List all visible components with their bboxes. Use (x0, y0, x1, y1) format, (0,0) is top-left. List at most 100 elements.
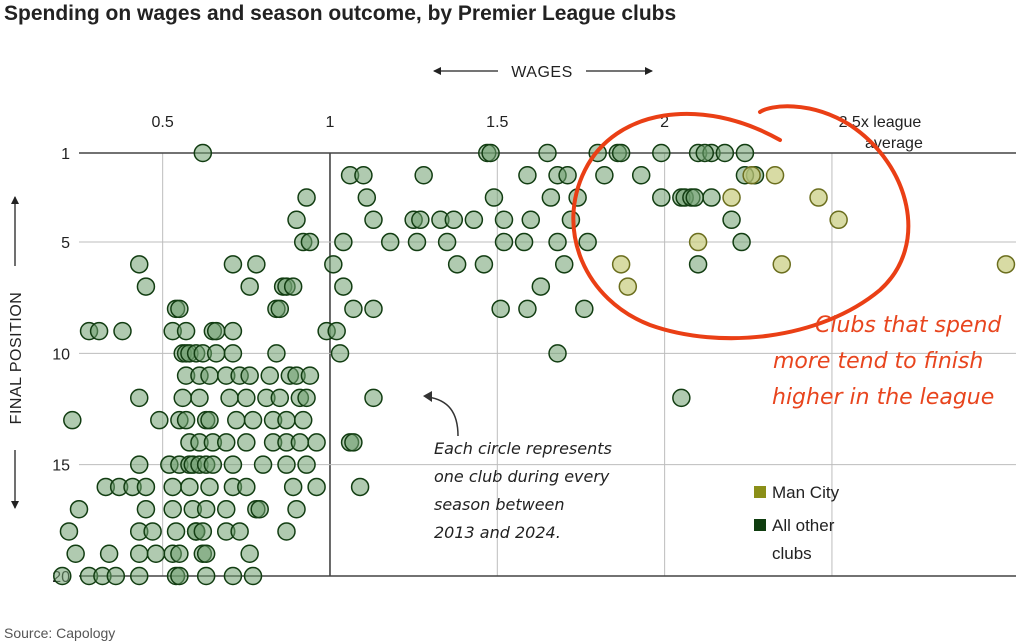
chart-title: Spending on wages and season outcome, by… (4, 2, 677, 25)
data-point-other-club (688, 255, 708, 274)
data-point-other-club (129, 255, 149, 274)
data-point-other-club (170, 566, 189, 586)
data-point-other-club (223, 255, 243, 274)
data-point-other-club (548, 232, 567, 252)
data-point-other-club (702, 188, 721, 207)
data-point-other-club (143, 522, 162, 541)
annotation-arrowhead (423, 391, 432, 402)
data-point-other-club (146, 544, 166, 563)
data-point-other-club (287, 210, 306, 230)
y-tick-labels: 1 5 10 15 20 (52, 146, 70, 586)
data-point-other-club (136, 477, 156, 497)
data-point-other-club (270, 388, 290, 408)
data-point-other-club (59, 522, 79, 541)
data-point-other-club (364, 388, 383, 408)
data-point-other-club (196, 544, 216, 563)
legend-swatch-other-clubs (754, 519, 766, 531)
x-axis-label: WAGES (511, 64, 572, 81)
data-point-other-club (243, 410, 263, 430)
annotation-arrow (427, 396, 459, 437)
data-point-other-club (129, 566, 149, 586)
data-point-other-club (538, 143, 557, 163)
legend-label-line: clubs (772, 544, 812, 563)
data-point-other-club (290, 433, 310, 452)
data-point-other-club (357, 188, 377, 207)
data-point-other-club (364, 210, 383, 230)
data-point-other-club (484, 188, 504, 207)
data-point-other-club (344, 299, 363, 319)
data-point-other-club (334, 232, 353, 252)
data-point-other-club (190, 388, 209, 408)
data-point-other-club (237, 388, 256, 408)
data-point-other-club (129, 455, 149, 474)
legend: Man City All other clubs (754, 483, 840, 563)
data-point-other-club (180, 477, 199, 497)
data-point-other-club (300, 366, 320, 385)
y-tick-label: 1 (61, 146, 70, 163)
data-point-other-club (521, 210, 541, 230)
data-point-other-club (715, 143, 735, 163)
data-point-other-club (293, 410, 313, 430)
data-point-other-club (541, 188, 561, 207)
y-axis-arrowhead-bottom (11, 501, 19, 509)
data-point-other-club (494, 210, 514, 230)
data-point-other-club (380, 232, 400, 252)
data-point-other-club (237, 477, 256, 497)
data-point-other-club (297, 455, 316, 474)
data-point-other-club (99, 544, 119, 563)
data-point-other-club (514, 232, 534, 252)
data-point-other-club (170, 299, 189, 319)
data-point-other-club (223, 455, 243, 474)
data-point-man-city (742, 166, 761, 185)
callout-line: higher in the league (772, 385, 994, 410)
data-point-other-club (203, 455, 223, 474)
data-point-other-club (518, 166, 537, 185)
data-point-man-city (611, 255, 631, 274)
data-point-other-club (307, 433, 326, 452)
data-point-other-club (163, 477, 182, 497)
data-point-other-club (150, 410, 169, 430)
data-point-other-club (578, 232, 597, 252)
data-point-other-club (193, 522, 213, 541)
y-axis-label: FINAL POSITION (8, 292, 25, 425)
data-point-other-club (230, 522, 249, 541)
data-point-other-club (240, 277, 259, 296)
data-point-other-club (558, 166, 577, 185)
data-point-other-club (554, 255, 574, 274)
data-point-other-club (277, 522, 296, 541)
x-axis-arrowhead-left (433, 67, 441, 75)
data-point-other-club (531, 277, 551, 296)
data-point-other-club (270, 299, 290, 319)
data-point-man-city (765, 166, 785, 185)
data-point-other-club (350, 477, 370, 497)
x-tick-label-last-line1: 2.5x league (839, 114, 922, 131)
data-point-other-club (297, 388, 316, 408)
data-point-man-city (809, 188, 828, 207)
data-point-other-club (364, 299, 383, 319)
data-point-other-club (287, 499, 306, 519)
legend-label-man-city: Man City (772, 483, 840, 502)
data-point-other-club (200, 410, 219, 430)
x-tick-labels: 0.5 1 1.5 2 2.5x league average (152, 114, 923, 152)
data-point-other-club (250, 499, 269, 519)
data-point-other-club (481, 143, 500, 163)
data-point-other-club (166, 522, 186, 541)
data-point-other-club (327, 321, 346, 341)
annotation: Each circle represents one club during e… (423, 391, 612, 542)
data-point-other-club (283, 277, 303, 296)
data-point-other-club (735, 143, 755, 163)
data-point-other-club (330, 344, 350, 363)
annotation-line: 2013 and 2024. (434, 523, 561, 542)
data-point-other-club (518, 299, 537, 319)
data-point-other-club (722, 210, 741, 230)
data-point-other-club (196, 566, 216, 586)
data-point-other-club (206, 344, 226, 363)
data-point-other-club (66, 544, 85, 563)
data-point-other-club (277, 410, 296, 430)
data-point-other-club (136, 499, 156, 519)
x-tick-label: 1.5 (486, 114, 508, 131)
data-point-other-club (548, 344, 567, 363)
data-point-man-city (772, 255, 791, 274)
callout-text: Clubs that spend more tend to finish hig… (772, 313, 1002, 410)
data-point-other-club (69, 499, 89, 519)
